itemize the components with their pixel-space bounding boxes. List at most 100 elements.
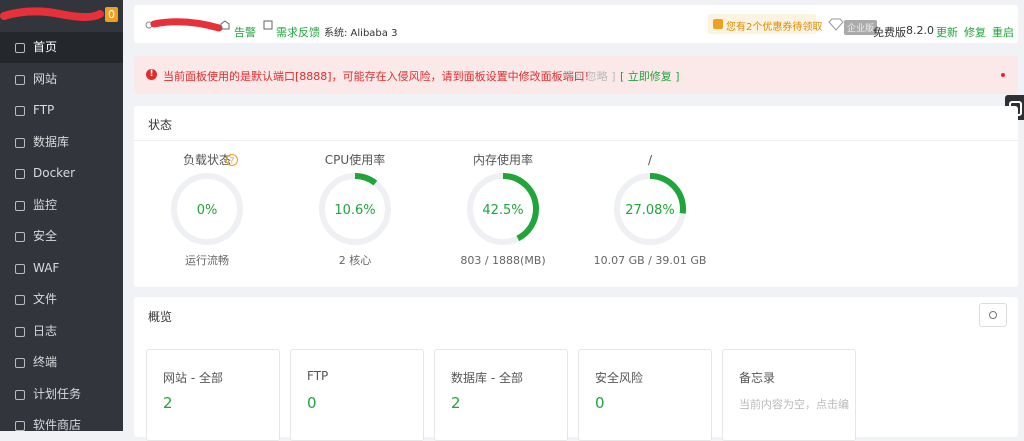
gauge-value: 0% (197, 203, 218, 218)
repair-link[interactable]: 修复 (964, 26, 986, 39)
gauge-label: 负载状态 (183, 153, 231, 167)
version: 8.2.0 (906, 24, 934, 37)
menu-icon (15, 421, 25, 431)
menu-label[interactable]: Docker (33, 166, 76, 180)
menu-label[interactable]: 数据库 (33, 134, 70, 149)
gauge-arc (614, 173, 686, 245)
gauge-track (171, 173, 243, 245)
menu-item[interactable]: 安全 (0, 221, 123, 252)
fix-button[interactable]: [ 立即修复 ] (620, 70, 680, 83)
help-icon[interactable] (226, 154, 238, 166)
menu-icon (15, 106, 25, 116)
update-link[interactable]: 更新 (936, 26, 958, 39)
menu-label[interactable]: 日志 (33, 323, 58, 338)
coupon-text[interactable]: 您有2个优惠券待领取 (726, 22, 823, 33)
card-title: 安全风险 (595, 371, 644, 385)
overview-panel: 概览 (134, 297, 1018, 437)
alert-icon (220, 20, 230, 30)
menu-item[interactable]: FTP (0, 95, 123, 126)
alert-dot (1001, 73, 1005, 77)
ignore-button[interactable]: [ 不可忽略 ] (556, 70, 616, 83)
menu-item[interactable]: WAF (0, 253, 123, 284)
diamond-icon (828, 18, 844, 31)
gauge-label: / (648, 153, 653, 167)
overview-card[interactable]: 网站 - 全部 2 (146, 349, 280, 441)
gauge-detail: 803 / 1888(MB) (460, 254, 545, 267)
menu-label[interactable]: 软件商店 (33, 418, 82, 432)
card-value[interactable]: 2 (163, 394, 173, 412)
message-badge[interactable]: 0 (105, 7, 118, 22)
status-title: 状态 (148, 118, 173, 132)
card-title: FTP (307, 369, 329, 383)
card-value[interactable]: 0 (307, 394, 317, 412)
sidebar: 0 首页网站 FTP 数据库 Docker 监控安全 WAF 文件日志终端计划任务软件商店 (0, 0, 123, 432)
menu-label[interactable]: 计划任务 (33, 386, 82, 401)
menu-label[interactable]: 网站 (33, 71, 58, 86)
alert-bar: ! 当前面板使用的是默认端口[8888]，可能存在入侵风险，请到面板设置中修改面… (134, 56, 1018, 94)
gauge-detail: 运行流畅 (185, 253, 229, 267)
feedback-link[interactable]: 需求反馈 (276, 26, 320, 39)
card-title: 网站 - 全部 (163, 371, 223, 385)
menu-item[interactable]: 首页 (0, 32, 123, 63)
menu-label[interactable]: 监控 (33, 197, 58, 212)
overview-card[interactable]: 安全风险 0 (578, 349, 712, 441)
redacted-name (145, 18, 223, 32)
edition: 免费版 (873, 26, 906, 39)
gauges: 负载状态? 0% 运行流畅 CPU使用率 10.6% 2 核心 内存使用率 42.5% 803 … (171, 152, 707, 267)
coupon-box[interactable]: 您有2个优惠券待领取 (708, 14, 822, 34)
alert-icon: ! (146, 69, 157, 80)
card-title: 备忘录 (739, 371, 776, 385)
menu-item[interactable]: Docker (0, 158, 123, 189)
menu-item[interactable]: 计划任务 (0, 379, 123, 410)
card-value[interactable]: 0 (595, 394, 605, 412)
settings-button[interactable] (979, 303, 1007, 327)
top-bar: 告警 需求反馈 系统: Alibaba 3 您有2个优惠券待领取 企业版 免费版… (134, 5, 1018, 43)
overview-card[interactable]: 备忘录当前内容为空，点击编 (722, 349, 856, 441)
gauge-value: 10.6% (334, 203, 375, 218)
overview-card[interactable]: FTP 0 (290, 349, 424, 441)
overview-title: 概览 (148, 310, 173, 324)
menu-icon (15, 295, 25, 305)
gauge-detail: 10.07 GB / 39.01 GB (594, 254, 707, 267)
settings-icon (989, 311, 997, 319)
gauge-arc (467, 173, 539, 245)
card-title: 数据库 - 全部 (451, 371, 523, 385)
menu-icon (15, 200, 25, 211)
menu-item[interactable]: 日志 (0, 316, 123, 347)
menu-icon (15, 137, 25, 148)
gauge-value: 42.5% (482, 203, 523, 218)
menu-icon (15, 169, 25, 179)
menu-label[interactable]: WAF (33, 260, 60, 275)
menu-label[interactable]: FTP (33, 103, 55, 117)
status-panel: 状态 负载状态? 0% 运行流畅 CPU使用率 10.6% 2 核心 内存使用率 42.5% 8… (134, 106, 1018, 287)
gauge-detail: 2 核心 (339, 253, 372, 267)
gauge-value: 27.08% (625, 203, 675, 218)
alerts-link[interactable]: 告警 (234, 26, 256, 39)
coupon-icon (713, 19, 723, 29)
menu-label[interactable]: 文件 (33, 292, 58, 306)
menu-label[interactable]: 安全 (33, 229, 58, 243)
menu-label[interactable]: 首页 (33, 40, 58, 54)
menu-item[interactable]: 监控 (0, 190, 123, 221)
card-value[interactable]: 2 (451, 394, 461, 412)
menu-item[interactable]: 数据库 (0, 127, 123, 158)
alert-message: 当前面板使用的是默认端口[8888]，可能存在入侵风险，请到面板设置中修改面板端… (163, 70, 589, 83)
menu-item[interactable]: 文件 (0, 284, 123, 315)
card-note[interactable]: 当前内容为空，点击编 (739, 398, 849, 411)
menu-icon (15, 232, 25, 242)
gauge-label: CPU使用率 (325, 152, 385, 167)
system-info: 系统: Alibaba 3 (324, 28, 398, 39)
overview-card[interactable]: 数据库 - 全部 2 (434, 349, 568, 441)
feedback-icon (263, 20, 273, 30)
menu-label[interactable]: 终端 (33, 355, 58, 369)
menu-item[interactable]: 终端 (0, 347, 123, 378)
menu-item[interactable]: 网站 (0, 64, 123, 95)
menu-icon (15, 43, 25, 53)
restart-link[interactable]: 重启 (992, 26, 1014, 39)
help-mark: ? (230, 157, 235, 167)
menu-icon (15, 358, 25, 368)
gauge-arc (319, 173, 391, 245)
menu-item[interactable]: 软件商店 (0, 410, 123, 441)
menu-icon (15, 263, 25, 274)
